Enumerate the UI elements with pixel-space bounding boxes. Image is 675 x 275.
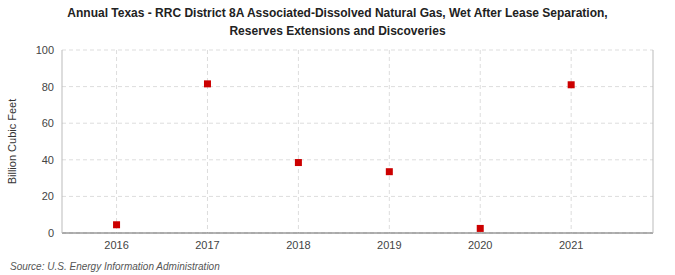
y-grid-line (62, 233, 653, 234)
x-grid-line (207, 50, 208, 233)
y-tick-label: 20 (42, 190, 54, 202)
x-grid-line (480, 50, 481, 233)
x-grid-line (571, 50, 572, 233)
point (204, 80, 211, 87)
y-grid-line (62, 196, 653, 197)
y-grid-line (62, 123, 653, 124)
right-frame-line (653, 50, 654, 233)
y-tick-label: 100 (36, 44, 54, 56)
points (113, 80, 575, 232)
x-tick-label: 2016 (104, 239, 128, 251)
point (386, 168, 393, 175)
x-grid-line (389, 50, 390, 233)
y-axis-label: Billion Cubic Feet (6, 99, 18, 185)
x-tick-label: 2017 (195, 239, 219, 251)
y-tick-label: 80 (42, 81, 54, 93)
x-tick-label: 2018 (286, 239, 310, 251)
point (295, 159, 302, 166)
y-tick-label: 40 (42, 154, 54, 166)
x-grid-line (116, 50, 117, 233)
y-grid-line (62, 159, 653, 160)
x-grid-line (298, 50, 299, 233)
title: Annual Texas - RRC District 8A Associate… (67, 6, 607, 20)
y-tick-label: 60 (42, 117, 54, 129)
x-tick-label: 2019 (377, 239, 401, 251)
y-grid-line (62, 86, 653, 87)
x-tick-label: 2021 (559, 239, 583, 251)
y-tick-label: 0 (48, 227, 54, 239)
point (477, 225, 484, 232)
y-axis-line (62, 50, 63, 233)
grid (62, 50, 653, 233)
point (568, 81, 575, 88)
subtitle: Reserves Extensions and Discoveries (229, 24, 445, 38)
x-tick-label: 2020 (468, 239, 492, 251)
x-axis-line (62, 233, 653, 234)
source: Source: U.S. Energy Information Administ… (10, 261, 220, 272)
chart: 0 20 40 60 80 100 2016 2017 2018 2019 2020 2021 Bill… (0, 0, 675, 275)
point (113, 221, 120, 228)
y-grid-line (62, 50, 653, 51)
